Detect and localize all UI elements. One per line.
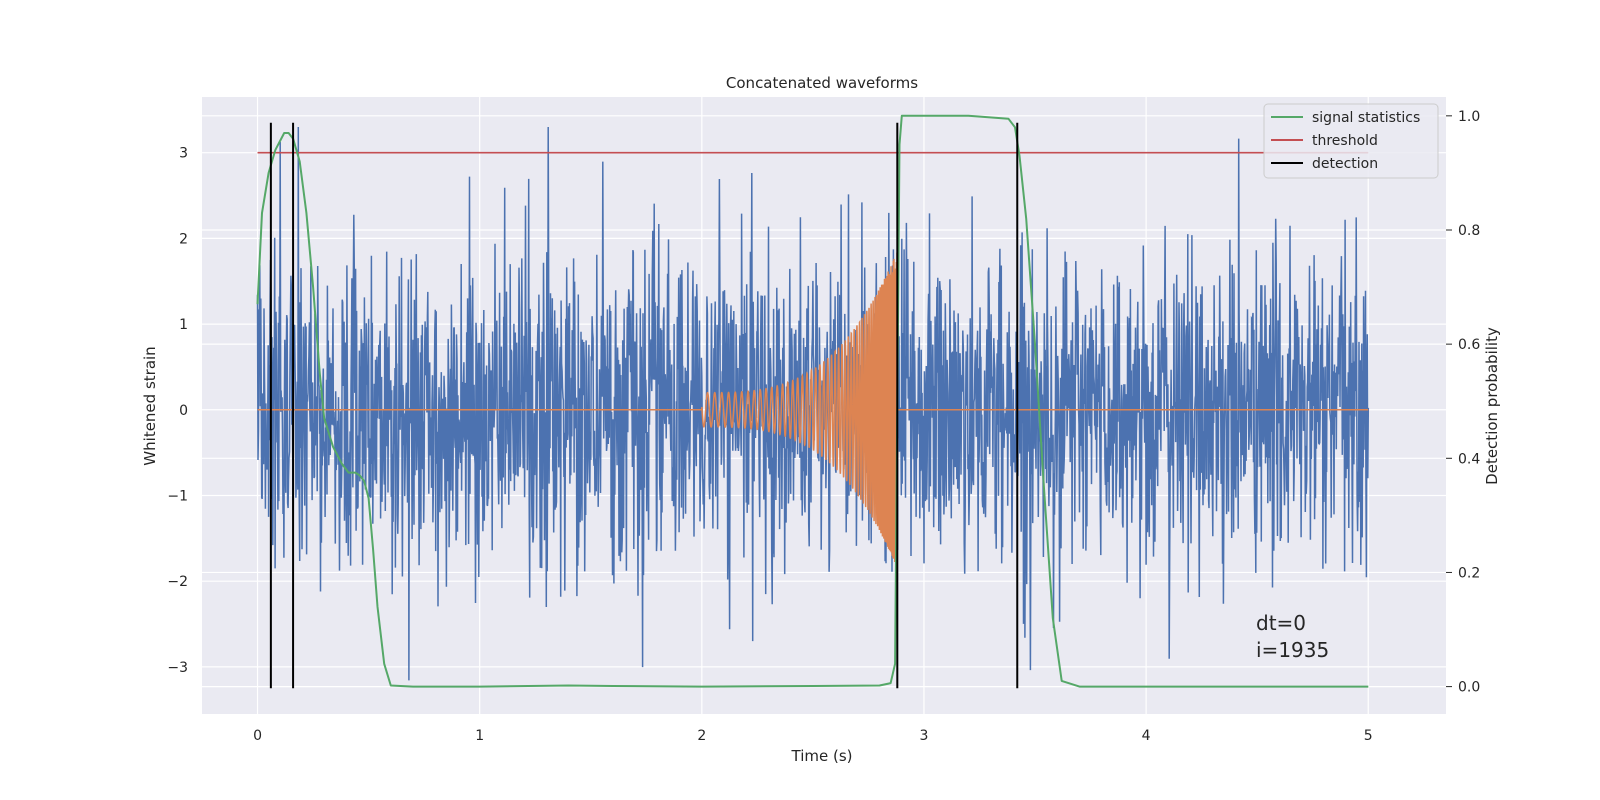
strain-line [256, 126, 1370, 681]
y2-tick-label: 0.6 [1458, 337, 1480, 353]
y2-tick-label: 0.8 [1458, 223, 1480, 239]
y-tick-label: −2 [167, 574, 188, 590]
y-tick-label: 0 [179, 403, 188, 419]
ticks: 0 1 2 3 4 5 −3 −2 −1 0 1 2 3 0.0 0.2 0.4 0.6 0.8 1.0 [167, 109, 1480, 744]
legend-label-detection: detection [1312, 156, 1378, 172]
y-axis-label: Whitened strain [141, 346, 159, 465]
x-tick-label: 4 [1142, 728, 1151, 744]
y2-tick-label: 0.2 [1458, 565, 1480, 581]
y2-tick-label: 0.4 [1458, 451, 1480, 467]
x-tick-label: 0 [253, 728, 262, 744]
annotation-dt: dt=0 [1256, 611, 1306, 635]
y-tick-label: −3 [167, 660, 188, 676]
y2-axis-label: Detection probability [1483, 327, 1501, 485]
x-tick-label: 3 [920, 728, 929, 744]
y-tick-label: 2 [179, 231, 188, 247]
y-tick-label: −1 [167, 488, 188, 504]
x-tick-label: 2 [697, 728, 706, 744]
x-axis-label: Time (s) [791, 747, 853, 765]
series-layer [256, 114, 1370, 688]
signal-statistics-line [256, 114, 1369, 688]
x-tick-label: 5 [1364, 728, 1373, 744]
annotation-index: i=1935 [1256, 638, 1329, 662]
legend-label-statistic: signal statistics [1312, 110, 1420, 126]
legend-box [1263, 103, 1439, 179]
y2-tick-label: 0.0 [1458, 680, 1480, 696]
x-tick-label: 1 [475, 728, 484, 744]
legend-label-threshold: threshold [1312, 133, 1378, 149]
y-tick-label: 3 [179, 146, 188, 162]
chart-title: Concatenated waveforms [726, 74, 918, 92]
legend: signal statistics threshold detection [1263, 103, 1439, 179]
detection-layer [269, 122, 1019, 689]
template-chirp-line [257, 252, 1369, 563]
y2-tick-label: 1.0 [1458, 109, 1480, 125]
y-tick-label: 1 [179, 317, 188, 333]
